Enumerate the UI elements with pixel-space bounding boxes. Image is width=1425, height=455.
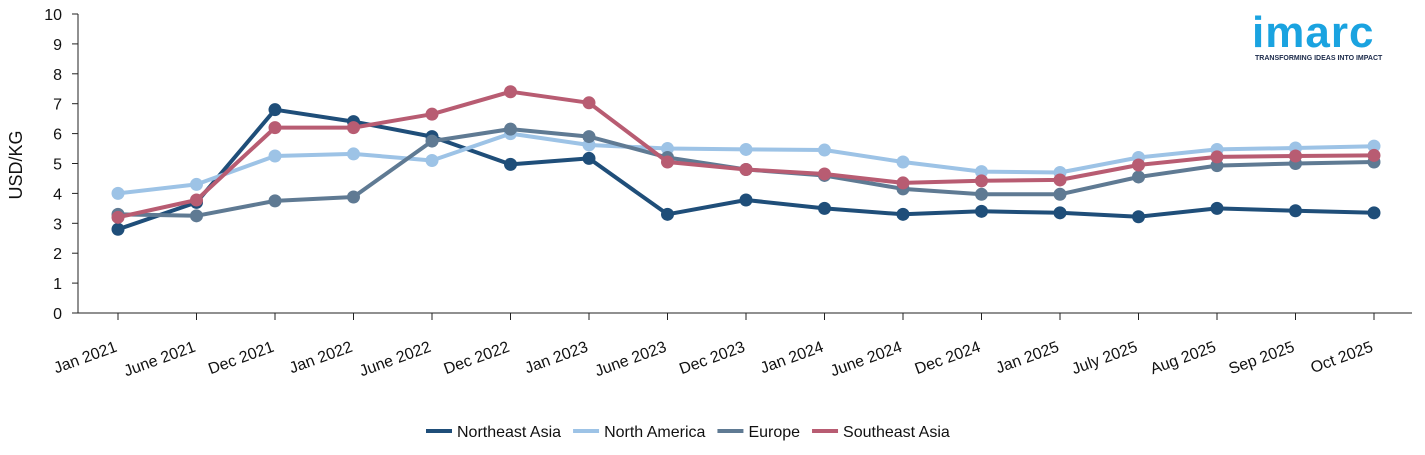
data-point-north-america	[1367, 139, 1381, 153]
logo-tagline: TRANSFORMING IDEAS INTO IMPACT	[1255, 55, 1383, 62]
y-tick-label: 2	[53, 246, 62, 263]
y-tick-label: 4	[53, 186, 62, 203]
data-point-northeast-asia	[896, 207, 910, 221]
data-point-europe	[504, 122, 517, 136]
data-point-europe	[268, 194, 282, 208]
x-axis-ticks: Jan 2021 June 2021 Dec 2021 Jan 2022 June 20…	[52, 313, 1376, 381]
data-point-southeast-asia	[504, 85, 517, 99]
data-point-europe	[975, 187, 988, 201]
data-point-northeast-asia	[268, 103, 282, 117]
data-point-northeast-asia	[818, 201, 831, 215]
y-tick-label: 6	[53, 127, 62, 144]
legend: Northeast Asia North America Europe Southea…	[426, 424, 950, 441]
x-tick-label: June 2024	[828, 339, 904, 381]
data-point-northeast-asia	[661, 207, 674, 221]
data-point-northeast-asia	[111, 222, 125, 236]
y-tick-label: 10	[44, 7, 62, 24]
data-point-northeast-asia	[504, 157, 517, 171]
legend-label-northeast-asia: Northeast Asia	[457, 424, 561, 441]
data-point-europe	[425, 134, 439, 148]
data-point-southeast-asia	[582, 96, 596, 110]
x-tick-label: Dec 2021	[206, 339, 276, 378]
x-tick-label: Aug 2025	[1148, 339, 1218, 378]
data-point-southeast-asia	[268, 121, 282, 135]
legend-label-north-america: North America	[604, 424, 705, 441]
y-tick-label: 8	[53, 67, 62, 84]
data-point-north-america	[739, 142, 753, 156]
data-point-southeast-asia	[975, 174, 988, 188]
data-point-southeast-asia	[896, 176, 910, 190]
data-point-southeast-asia	[818, 167, 831, 181]
data-point-north-america	[347, 147, 360, 161]
y-tick-label: 5	[53, 157, 62, 174]
x-tick-label: Jan 2022	[287, 339, 355, 378]
data-point-southeast-asia	[661, 155, 674, 169]
data-point-northeast-asia	[1053, 206, 1067, 220]
data-point-europe	[1053, 187, 1067, 201]
legend-label-southeast-asia: Southeast Asia	[843, 424, 950, 441]
series-southeast-asia	[111, 85, 1381, 224]
data-point-europe	[347, 190, 360, 204]
y-axis-title: USD/KG	[6, 130, 26, 199]
data-point-northeast-asia	[582, 151, 596, 165]
data-point-north-america	[818, 143, 831, 157]
data-point-north-america	[268, 149, 282, 163]
data-point-southeast-asia	[1289, 149, 1302, 163]
data-point-southeast-asia	[1367, 148, 1381, 162]
x-tick-label: Dec 2023	[677, 339, 747, 378]
y-tick-label: 9	[53, 37, 62, 54]
data-point-north-america	[896, 155, 910, 169]
data-point-northeast-asia	[1210, 201, 1224, 215]
series-lines	[111, 85, 1381, 236]
x-tick-label: Dec 2024	[913, 339, 983, 378]
y-tick-label: 3	[53, 216, 62, 233]
x-tick-label: Oct 2025	[1309, 339, 1376, 377]
x-tick-label: July 2025	[1070, 339, 1140, 378]
data-point-northeast-asia	[1367, 206, 1381, 220]
imarc-logo: imarc TRANSFORMING IDEAS INTO IMPACT	[1252, 2, 1397, 64]
x-tick-label: Jan 2023	[523, 339, 591, 378]
data-point-southeast-asia	[111, 210, 125, 224]
legend-label-europe: Europe	[748, 424, 800, 441]
y-tick-label: 1	[53, 276, 62, 293]
data-point-northeast-asia	[1289, 204, 1302, 218]
data-point-northeast-asia	[739, 193, 753, 207]
data-point-north-america	[111, 186, 125, 200]
y-axis-ticks: 0 1 2 3 4 5 6 7 8 9 10	[44, 7, 78, 323]
data-point-northeast-asia	[975, 204, 988, 218]
y-tick-label: 7	[53, 97, 62, 114]
x-tick-label: June 2022	[357, 339, 433, 381]
logo-wordmark: imarc	[1252, 8, 1375, 57]
data-point-north-america	[661, 142, 674, 156]
x-tick-label: Jan 2021	[52, 339, 120, 378]
x-tick-label: Sep 2025	[1227, 339, 1297, 378]
data-point-southeast-asia	[425, 107, 439, 121]
data-point-southeast-asia	[1132, 158, 1145, 172]
data-point-north-america	[425, 154, 439, 168]
data-point-northeast-asia	[1132, 210, 1145, 224]
y-tick-label: 0	[53, 306, 62, 323]
data-point-southeast-asia	[739, 162, 753, 176]
data-point-europe	[582, 130, 596, 144]
x-tick-label: June 2023	[593, 339, 669, 381]
data-point-southeast-asia	[347, 121, 360, 135]
data-point-north-america	[190, 177, 203, 191]
x-tick-label: Jan 2024	[758, 339, 826, 378]
data-point-europe	[190, 209, 203, 223]
x-tick-label: Dec 2022	[442, 339, 512, 378]
data-point-southeast-asia	[1210, 150, 1224, 164]
x-tick-label: Jan 2025	[994, 339, 1062, 378]
data-point-southeast-asia	[190, 193, 203, 207]
x-tick-label: June 2021	[122, 339, 198, 381]
data-point-north-america	[975, 165, 988, 179]
data-point-europe	[1132, 170, 1145, 184]
data-point-southeast-asia	[1053, 173, 1067, 187]
